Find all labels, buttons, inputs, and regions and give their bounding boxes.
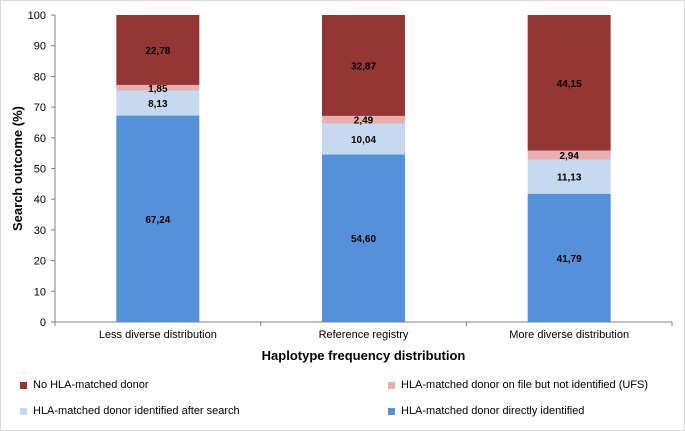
x-category-label: Reference registry <box>319 329 409 341</box>
y-tick-label: 20 <box>34 256 46 268</box>
y-tick-label: 10 <box>34 286 46 298</box>
data-label: 22,78 <box>145 46 170 57</box>
data-label: 8,13 <box>148 99 168 110</box>
y-tick-label: 90 <box>34 41 46 53</box>
y-tick-label: 30 <box>34 225 46 237</box>
bar-segment <box>527 15 611 151</box>
data-label: 11,13 <box>557 173 582 184</box>
y-tick-label: 80 <box>34 71 46 83</box>
x-axis-title: Haplotype frequency distribution <box>262 348 466 363</box>
x-category-label: More diverse distribution <box>509 329 629 341</box>
bar-segment <box>116 115 200 322</box>
data-label: 54,60 <box>351 234 376 245</box>
data-label: 32,87 <box>351 61 376 72</box>
y-tick-label: 100 <box>28 10 46 22</box>
y-tick-label: 50 <box>34 164 46 176</box>
bar-segment <box>116 15 200 85</box>
data-label: 67,24 <box>145 215 170 226</box>
x-category-label: Less diverse distribution <box>99 329 217 341</box>
y-axis-title: Search outcome (%) <box>10 106 25 231</box>
bar-segment <box>322 123 405 155</box>
y-tick-label: 40 <box>34 194 46 206</box>
bar-segment <box>322 154 405 322</box>
data-label: 2,94 <box>559 151 579 162</box>
y-tick-label: 70 <box>34 102 46 114</box>
bar-segment <box>322 115 405 124</box>
data-label: 44,15 <box>557 79 582 90</box>
y-tick-label: 60 <box>34 133 46 145</box>
bar-segment <box>527 193 611 322</box>
data-label: 10,04 <box>351 135 376 146</box>
bar-segment <box>322 15 405 116</box>
bar-segment <box>527 159 611 194</box>
data-label: 41,79 <box>557 254 582 265</box>
bar-segment <box>527 150 611 160</box>
data-label: 1,85 <box>148 84 168 95</box>
data-label: 2,49 <box>354 116 374 127</box>
bar-segment <box>116 84 200 91</box>
y-tick-label: 0 <box>40 317 46 329</box>
bar-segment <box>116 90 200 116</box>
